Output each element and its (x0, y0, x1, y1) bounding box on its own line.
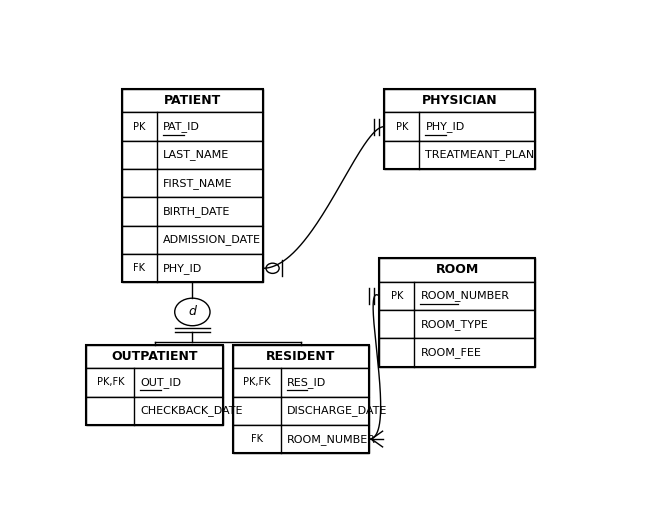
Bar (233, 344, 369, 368)
Text: ROOM_FEE: ROOM_FEE (421, 347, 481, 358)
Bar (233, 425, 369, 453)
Bar (122, 169, 263, 197)
Text: LAST_NAME: LAST_NAME (163, 150, 229, 160)
Text: OUT_ID: OUT_ID (141, 377, 182, 388)
Text: PK,FK: PK,FK (96, 378, 124, 387)
Bar (122, 197, 263, 226)
Text: PHYSICIAN: PHYSICIAN (422, 94, 497, 107)
Text: BIRTH_DATE: BIRTH_DATE (163, 206, 230, 217)
Text: ROOM: ROOM (436, 263, 479, 276)
Bar (379, 338, 535, 367)
Text: ADMISSION_DATE: ADMISSION_DATE (163, 235, 261, 245)
Bar (384, 112, 535, 141)
Text: d: d (188, 306, 197, 318)
Text: PHY_ID: PHY_ID (426, 121, 465, 132)
Bar (87, 344, 223, 425)
Bar (233, 397, 369, 425)
Bar (122, 226, 263, 254)
Text: ROOM_NUMBER: ROOM_NUMBER (421, 290, 510, 301)
Text: FIRST_NAME: FIRST_NAME (163, 178, 232, 189)
Bar (87, 397, 223, 425)
Text: PHY_ID: PHY_ID (163, 263, 202, 274)
Bar (233, 344, 369, 453)
Text: PATIENT: PATIENT (164, 94, 221, 107)
Text: PAT_ID: PAT_ID (163, 121, 200, 132)
Text: ROOM_NUMBER: ROOM_NUMBER (286, 434, 376, 445)
Bar (122, 141, 263, 169)
Text: RESIDENT: RESIDENT (266, 350, 335, 363)
Bar (384, 89, 535, 112)
Bar (87, 344, 223, 368)
Bar (233, 368, 369, 397)
Text: PK,FK: PK,FK (243, 378, 270, 387)
Bar (379, 258, 535, 367)
Text: PK: PK (396, 122, 408, 132)
Bar (379, 282, 535, 310)
Text: OUTPATIENT: OUTPATIENT (111, 350, 198, 363)
Text: TREATMEANT_PLAN: TREATMEANT_PLAN (426, 150, 534, 160)
Bar (379, 310, 535, 338)
Bar (122, 254, 263, 283)
Text: CHECKBACK_DATE: CHECKBACK_DATE (141, 405, 243, 416)
Bar (87, 368, 223, 397)
Bar (122, 112, 263, 141)
Bar (384, 141, 535, 169)
Text: RES_ID: RES_ID (286, 377, 326, 388)
Bar (379, 258, 535, 282)
Text: ROOM_TYPE: ROOM_TYPE (421, 319, 488, 330)
Bar (384, 89, 535, 169)
Text: FK: FK (251, 434, 263, 444)
Bar (122, 89, 263, 283)
Text: FK: FK (133, 263, 145, 273)
Bar (122, 89, 263, 112)
Text: PK: PK (391, 291, 403, 301)
Text: PK: PK (133, 122, 146, 132)
Text: DISCHARGE_DATE: DISCHARGE_DATE (286, 405, 387, 416)
